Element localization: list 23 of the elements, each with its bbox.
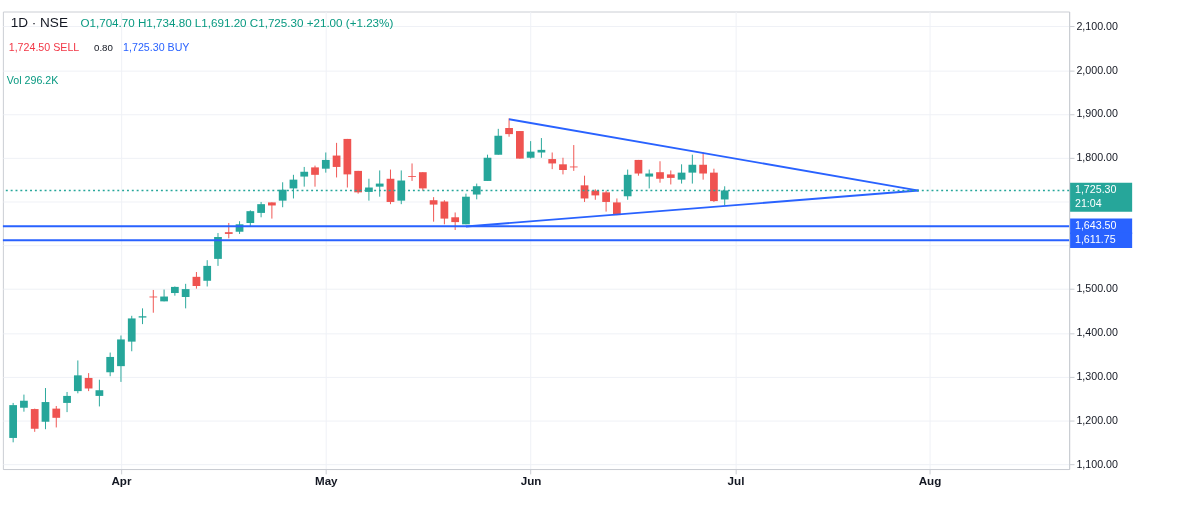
- ref-line-label: 1,611.75: [1074, 233, 1116, 246]
- x-tick-label: Jul: [727, 474, 745, 488]
- y-tick-label: 1,100.00: [1076, 457, 1118, 470]
- chart-title: 1D · NSE: [10, 15, 68, 31]
- y-tick-label: 2,000.00: [1076, 63, 1118, 76]
- y-tick-label: 1,300.00: [1076, 370, 1118, 383]
- y-tick-label: 2,100.00: [1076, 19, 1118, 32]
- y-tick-label: 1,900.00: [1076, 107, 1118, 120]
- y-tick-label: 1,400.00: [1076, 326, 1118, 339]
- chart-subtitle: O1,704.70 H1,734.80 L1,691.20 C1,725.30 +21.00 (+1.23%): [80, 16, 394, 30]
- x-tick-label: Jun: [520, 474, 542, 488]
- annotation: 1,724.50 SELL: [8, 41, 80, 54]
- ref-line-label: 1,725.30 21:04: [1074, 183, 1117, 209]
- y-tick-label: 1,500.00: [1076, 282, 1118, 295]
- x-tick-label: May: [314, 474, 339, 488]
- annotation: Vol 296.2K: [6, 74, 59, 87]
- y-tick-label: 1,200.00: [1076, 413, 1118, 426]
- annotation: 0.80: [94, 42, 114, 54]
- ref-line-label: 1,643.50: [1074, 219, 1117, 232]
- x-tick-label: Aug: [918, 474, 942, 488]
- x-tick-label: Apr: [111, 474, 132, 488]
- annotation: 1,725.30 BUY: [123, 41, 190, 54]
- y-tick-label: 1,800.00: [1076, 151, 1118, 164]
